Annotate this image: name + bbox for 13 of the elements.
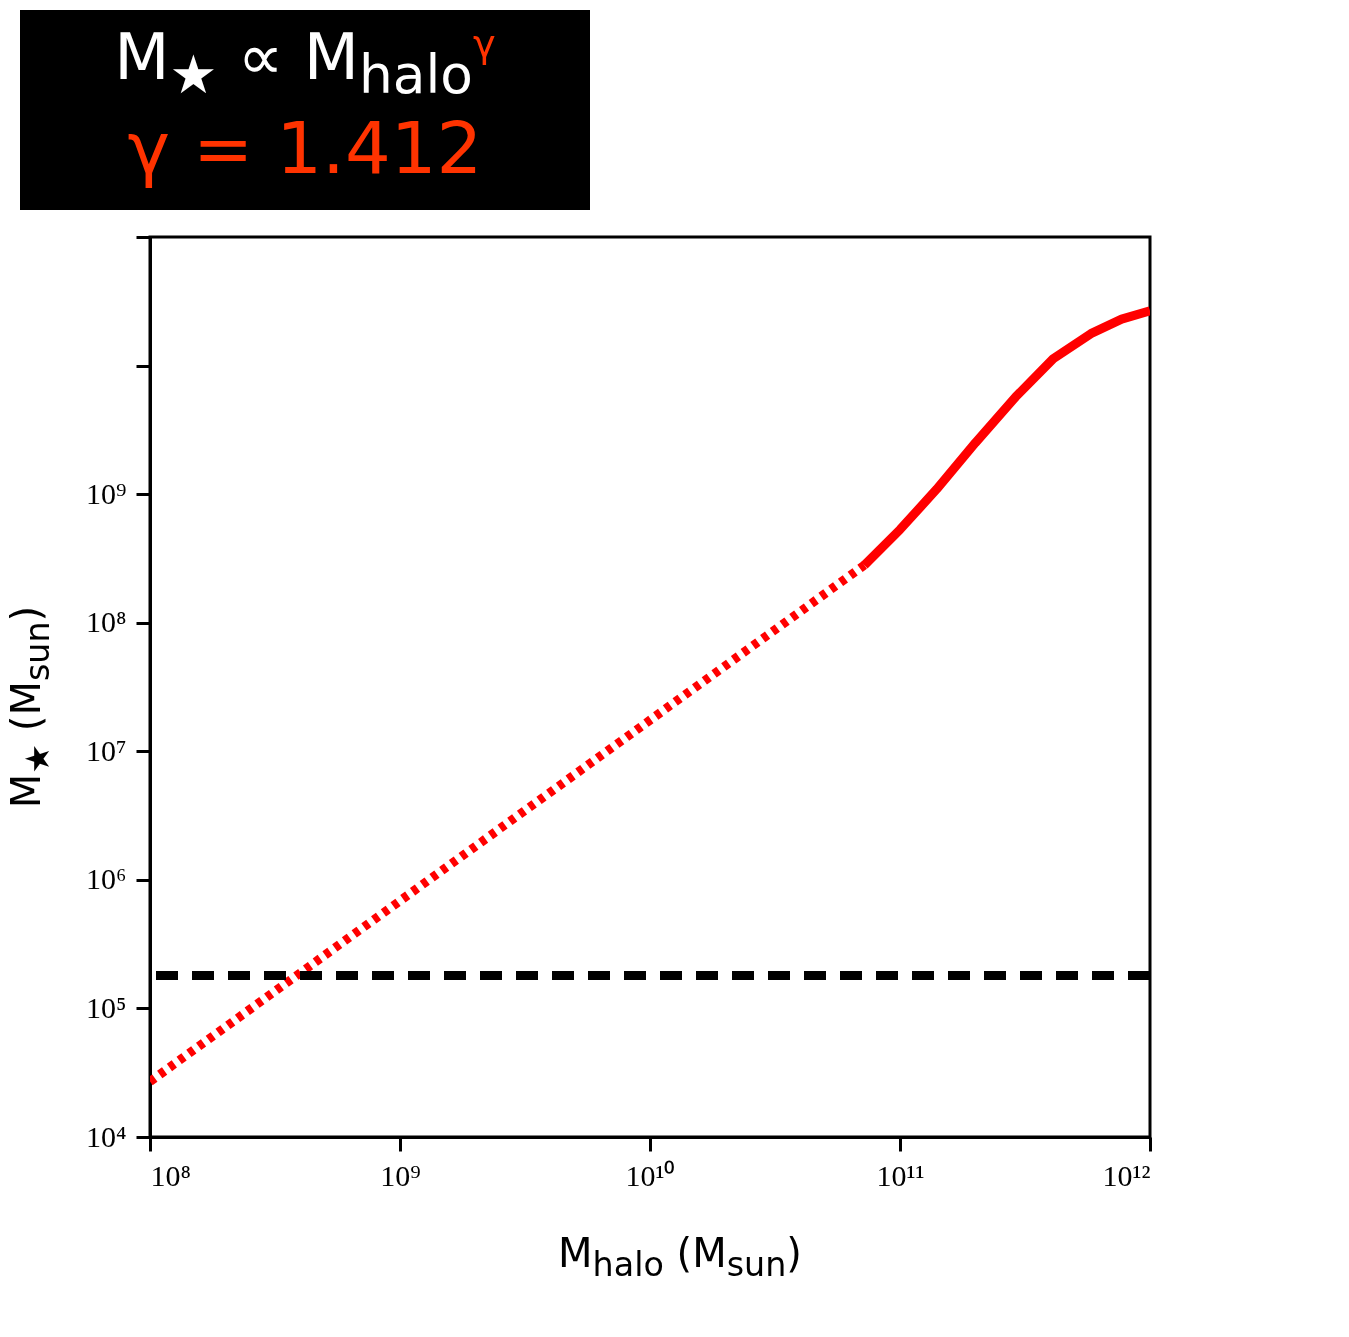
- y-tick-label: 10⁷: [86, 733, 127, 767]
- y-tick-label: 10⁹: [86, 476, 127, 510]
- x-tick-label: 10¹¹: [876, 1158, 925, 1192]
- chart-subtitle: γ = 1.412: [126, 105, 484, 190]
- x-tick-label: 10⁸: [150, 1158, 191, 1192]
- y-tick-label: 10⁶: [86, 862, 127, 896]
- x-tick-label: 10⁹: [380, 1158, 421, 1192]
- x-tick-label: 10¹²: [1102, 1158, 1151, 1192]
- x-tick-label: 10¹⁰: [625, 1158, 676, 1192]
- y-tick-label: 10⁸: [86, 605, 127, 639]
- y-tick-label: 10⁵: [86, 990, 127, 1024]
- y-tick-label: 10⁴: [86, 1119, 127, 1153]
- x-axis-title: M$_{halo}$ (M$_{sun}$): [557, 1230, 803, 1284]
